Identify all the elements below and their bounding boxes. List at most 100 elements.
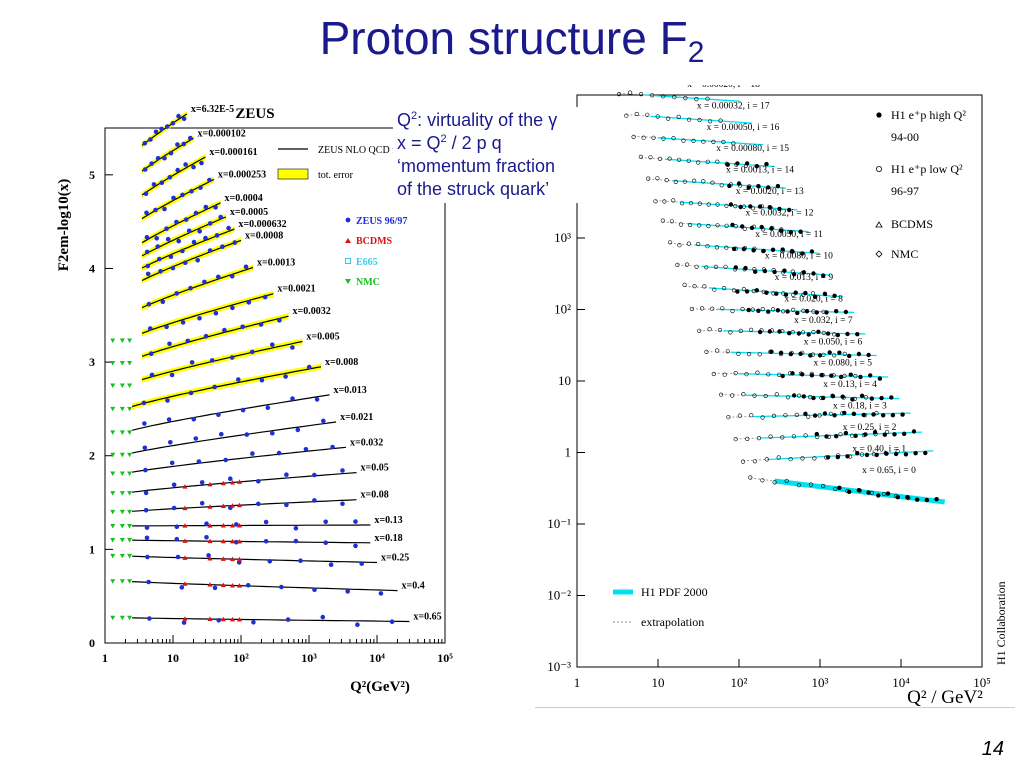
annotation-line-momentum: ‘momentum fraction xyxy=(397,156,556,176)
zeus-nmc-point xyxy=(110,491,116,496)
zeus-data-point xyxy=(328,562,334,567)
zeus-fit-curve xyxy=(132,539,371,544)
h1-highq2-point xyxy=(775,308,781,313)
h1-lowq2-point xyxy=(722,372,727,377)
h1-highq2-point xyxy=(735,161,740,166)
zeus-data-point xyxy=(213,310,219,316)
zeus-data-point xyxy=(312,498,317,503)
h1-highq2-point xyxy=(856,351,862,357)
h1-lowq2-point xyxy=(817,413,822,418)
zeus-data-point xyxy=(191,239,197,245)
annotation-line-x: x = Q2 / 2 p q xyxy=(397,132,612,155)
zeus-data-point xyxy=(212,585,218,591)
h1-highq2-point xyxy=(824,434,829,439)
h1-lowq2-point xyxy=(715,202,720,207)
h1-highq2-point xyxy=(834,309,839,314)
zeus-error-band xyxy=(142,264,253,311)
zeus-nmc-point xyxy=(119,538,125,543)
zeus-data-point xyxy=(175,142,180,147)
h1-lowq2-point xyxy=(705,96,710,101)
zeus-data-point xyxy=(196,459,202,464)
zeus-data-point xyxy=(285,617,291,622)
h1-lowq2-point xyxy=(631,134,636,140)
zeus-bcdms-point xyxy=(220,582,226,588)
zeus-nmc-point xyxy=(127,509,133,515)
h1-highq2-point xyxy=(798,351,803,356)
zeus-bcdms-point xyxy=(207,523,213,528)
zeus-bin-label: x=0.13 xyxy=(374,515,402,526)
zeus-bcdms-point xyxy=(182,538,188,543)
zeus-bcdms-point xyxy=(182,555,188,560)
slide-title: Proton structure F2 xyxy=(0,8,1024,83)
zeus-data-point xyxy=(160,299,166,305)
zeus-data-point xyxy=(223,457,228,463)
zeus-data-point xyxy=(174,524,180,530)
zeus-fit-curve xyxy=(132,472,357,493)
zeus-data-point xyxy=(314,397,320,402)
h1-lowq2-point xyxy=(683,96,688,101)
h1-highq2-point xyxy=(851,411,857,417)
h1-lowq2-point xyxy=(715,159,720,164)
zeus-data-point xyxy=(250,349,255,355)
zeus-data-point xyxy=(145,263,151,269)
zeus-data-point xyxy=(218,214,223,220)
h1-bin-label: x = 0.00032, i = 17 xyxy=(697,101,770,111)
h1-highq2-point xyxy=(884,451,889,456)
h1-highq2-point xyxy=(787,207,792,213)
page-number: 14 xyxy=(981,738,1004,760)
zeus-nmc-point xyxy=(127,338,133,344)
zeus-data-point xyxy=(293,526,299,531)
h1-highq2-point xyxy=(882,432,887,437)
h1-lowq2-point xyxy=(688,222,693,228)
zeus-data-point xyxy=(234,522,239,527)
zeus-bcdms-point xyxy=(230,582,236,588)
h1-lowq2-point xyxy=(719,183,724,188)
zeus-bcdms-point xyxy=(236,538,242,544)
h1-bin-label: x = 0.25, i = 2 xyxy=(843,423,897,433)
zeus-data-point xyxy=(143,191,149,196)
h1-lowq2-point xyxy=(718,118,723,123)
h1-lowq2-point xyxy=(706,223,711,229)
h1-highq2-point xyxy=(756,308,761,313)
h1-pdf-curve xyxy=(643,94,741,102)
zeus-x-tick-label: 10³ xyxy=(301,651,317,665)
h1-bin-label: x = 0.00080, i = 15 xyxy=(716,144,789,154)
zeus-bcdms-point xyxy=(182,505,188,511)
zeus-data-point xyxy=(159,126,164,132)
h1-lowq2-point xyxy=(624,113,629,118)
annotation-x-definition: x = Q xyxy=(397,133,441,153)
h1-highq2-point xyxy=(876,493,881,498)
h1-pdf-curve xyxy=(752,412,911,418)
zeus-y-tick-label: 0 xyxy=(89,636,95,650)
zeus-data-point xyxy=(216,412,221,418)
h1-highq2-point xyxy=(740,224,745,229)
h1-highq2-point xyxy=(766,185,771,190)
zeus-bcdms-point xyxy=(207,582,213,587)
h1-lowq2-point xyxy=(697,117,702,123)
h1-bin-label: x = 0.0032, i = 12 xyxy=(746,209,814,219)
zeus-bin-label: x=0.013 xyxy=(334,385,367,396)
h1-bin-label: x = 0.65, i = 0 xyxy=(862,466,916,476)
h1-extrapolation-line xyxy=(750,477,775,482)
h1-lowq2-point xyxy=(832,353,837,358)
zeus-data-point xyxy=(197,316,202,321)
h1-highq2-point xyxy=(777,206,782,212)
zeus-data-point xyxy=(142,445,148,451)
h1-lowq2-point xyxy=(797,393,802,398)
h1-lowq2-point xyxy=(784,478,789,484)
zeus-nmc-point xyxy=(110,615,116,621)
h1-pdf-curve xyxy=(716,308,855,314)
zeus-bin-label: x=0.4 xyxy=(402,581,425,592)
zeus-x-tick-label: 10² xyxy=(233,651,249,665)
zeus-bcdms-point xyxy=(182,581,188,586)
zeus-data-point xyxy=(181,620,187,625)
h1-lowq2-point xyxy=(648,155,653,160)
h1-highq2-point xyxy=(764,290,769,295)
h1-lowq2-point xyxy=(705,159,710,164)
zeus-bcdms-point xyxy=(207,504,213,509)
h1-highq2-point xyxy=(748,204,753,209)
zeus-legend-e665-label: E665 xyxy=(356,257,378,268)
h1-lowq2-point xyxy=(696,241,701,247)
zeus-data-point xyxy=(340,501,345,507)
zeus-bcdms-point xyxy=(236,522,242,528)
